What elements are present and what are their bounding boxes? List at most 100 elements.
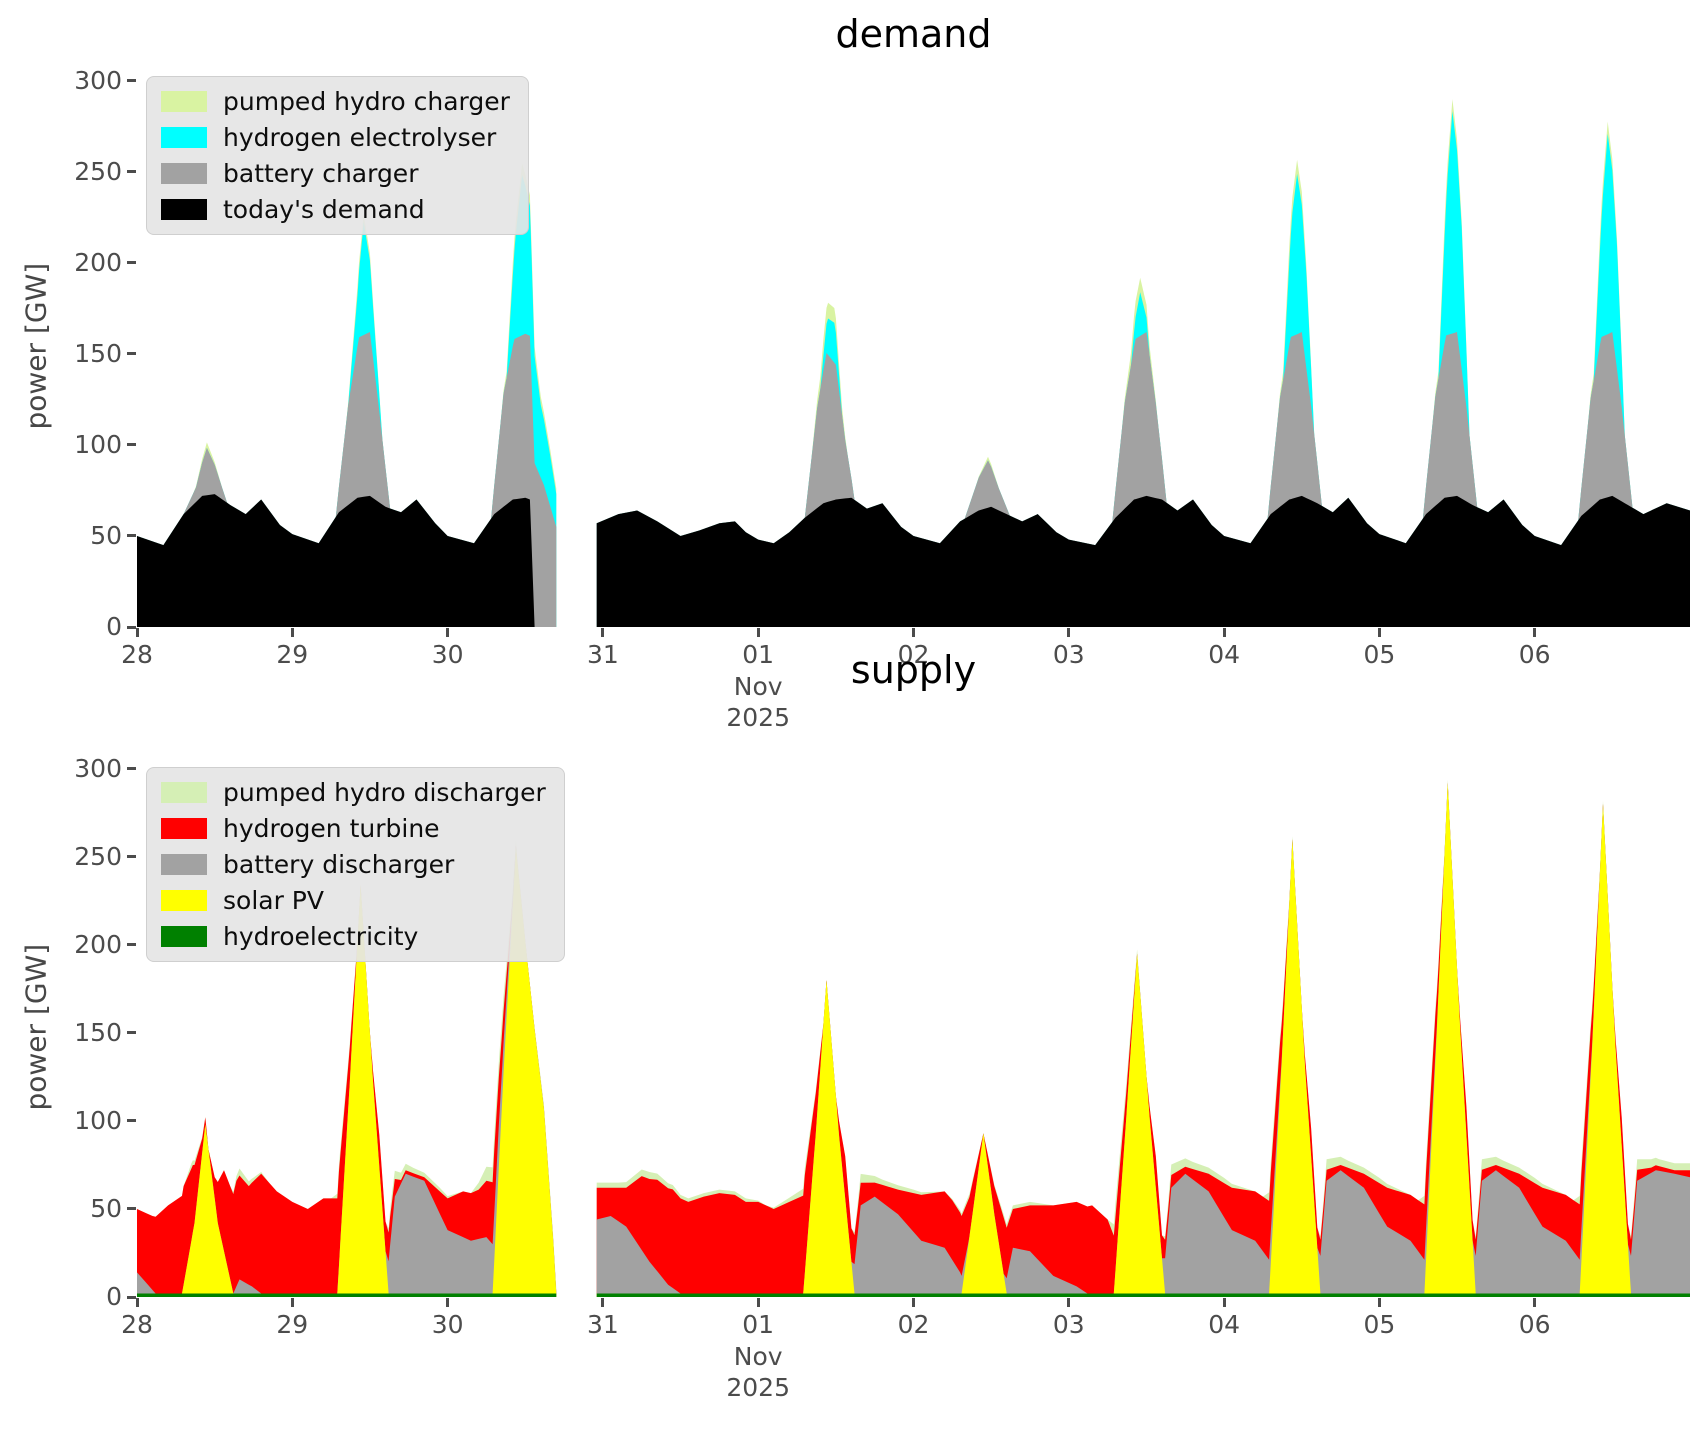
legend-item-pumped-hydro-charger: pumped hydro charger: [161, 87, 510, 116]
y-tick-mark: [127, 1295, 136, 1299]
x-tick-label: 05: [1363, 1310, 1396, 1339]
area-hydrogen-turbine: [137, 845, 557, 1297]
x-tick-mark: [135, 1298, 139, 1307]
x-tick-label: 28: [121, 1310, 153, 1339]
legend-item-pumped-hydro-discharger: pumped hydro discharger: [161, 778, 546, 807]
x-tick-label: 30: [431, 1310, 464, 1339]
y-tick-label: 250: [74, 156, 122, 186]
x-tick-label: 30: [431, 640, 464, 669]
x-tick-label: 02: [897, 1310, 930, 1339]
y-tick-mark: [127, 443, 136, 447]
area-solar-pv: [596, 782, 1690, 1297]
y-tick-mark: [127, 855, 136, 859]
legend-label: pumped hydro charger: [223, 87, 510, 116]
x-tick-label: 28: [121, 640, 153, 669]
legend-item-solar-pv: solar PV: [161, 886, 546, 915]
legend-label: battery charger: [223, 159, 419, 188]
y-tick-mark: [127, 1207, 136, 1211]
legend-swatch-today-s-demand: [161, 199, 207, 220]
supply-plot-area: [137, 779, 1690, 1297]
x-tick-label: 02: [897, 640, 930, 669]
y-tick-label: 300: [74, 753, 122, 783]
legend-label: pumped hydro discharger: [223, 778, 546, 807]
y-tick-label: 150: [74, 1017, 122, 1047]
x-tick-mark: [912, 1298, 915, 1307]
x-tick-mark: [290, 628, 294, 637]
x-tick-label: 01: [742, 1310, 775, 1339]
y-tick-label: 0: [106, 1282, 122, 1311]
area-today-s-demand: [137, 494, 557, 627]
x-tick-label: 31: [586, 1310, 619, 1339]
x-tick-mark: [912, 628, 915, 637]
y-tick-mark: [127, 79, 136, 83]
y-tick-label: 100: [74, 1105, 122, 1135]
x-tick-mark: [446, 628, 450, 637]
x-tick-label: 31: [586, 640, 619, 669]
x-tick-label: 04: [1208, 640, 1240, 669]
area-today-s-demand: [596, 495, 1690, 627]
legend-swatch-hydroelectricity: [161, 926, 207, 947]
x-tick-mark: [1067, 1298, 1071, 1307]
x-tick-label: 06: [1518, 640, 1551, 669]
y-tick-label: 150: [74, 338, 122, 368]
x-tick-label: 01: [742, 640, 775, 669]
y-tick-label: 100: [74, 429, 122, 459]
x-tick-mark: [1222, 1298, 1226, 1307]
legend-swatch-battery-charger: [161, 163, 207, 184]
legend-swatch-pumped-hydro-discharger: [161, 782, 207, 803]
demand-chart-title: demand: [835, 12, 992, 56]
y-tick-label: 300: [74, 65, 122, 95]
x-tick-mark: [446, 1298, 450, 1307]
legend-item-hydrogen-electrolyser: hydrogen electrolyser: [161, 123, 510, 152]
x-tick-mark: [601, 628, 605, 637]
x-tick-label: 29: [276, 1310, 309, 1339]
legend-label: today's demand: [223, 195, 425, 224]
y-tick-mark: [127, 261, 136, 265]
y-tick-mark: [127, 1119, 136, 1123]
legend-label: solar PV: [223, 886, 324, 915]
area-hydroelectricity: [596, 1293, 1690, 1297]
y-tick-mark: [127, 943, 136, 947]
legend-item-hydrogen-turbine: hydrogen turbine: [161, 814, 546, 843]
x-tick-mark: [1067, 628, 1071, 637]
legend-swatch-battery-discharger: [161, 854, 207, 875]
x-tick-mark: [756, 1298, 760, 1307]
y-tick-label: 250: [74, 841, 122, 871]
x-tick-label: 03: [1052, 640, 1085, 669]
legend-swatch-hydrogen-electrolyser: [161, 127, 207, 148]
legend-label: hydrogen turbine: [223, 814, 440, 843]
legend-item-hydroelectricity: hydroelectricity: [161, 922, 546, 951]
legend-item-today-s-demand: today's demand: [161, 195, 510, 224]
x-tick-label: 03: [1052, 1310, 1085, 1339]
y-tick-mark: [127, 1031, 136, 1035]
x-tick-mark: [1377, 628, 1381, 637]
x-tick-mark: [1377, 1298, 1381, 1307]
y-tick-label: 50: [90, 520, 122, 550]
x-tick-mark: [1533, 628, 1537, 637]
x-tick-label: 04: [1208, 1310, 1240, 1339]
legend-item-battery-charger: battery charger: [161, 159, 510, 188]
legend-item-battery-discharger: battery discharger: [161, 850, 546, 879]
x-tick-mark: [135, 628, 139, 637]
legend-swatch-hydrogen-turbine: [161, 818, 207, 839]
legend-swatch-pumped-hydro-charger: [161, 91, 207, 112]
x-tick-label: 29: [276, 640, 309, 669]
y-tick-mark: [127, 352, 136, 356]
y-tick-mark: [127, 767, 136, 771]
y-tick-mark: [127, 534, 136, 538]
demand-legend: pumped hydro charger hydrogen electrolyse…: [146, 76, 529, 235]
x-tick-sublabel: 2025: [726, 1373, 790, 1402]
legend-label: battery discharger: [223, 850, 455, 879]
legend-swatch-solar-pv: [161, 890, 207, 911]
x-tick-mark: [1533, 1298, 1537, 1307]
x-tick-mark: [290, 1298, 294, 1307]
y-tick-mark: [127, 625, 136, 629]
x-tick-mark: [601, 1298, 605, 1307]
x-tick-sublabel: Nov: [733, 672, 783, 701]
y-tick-label: 0: [106, 612, 122, 641]
area-hydroelectricity: [137, 1293, 557, 1297]
y-tick-mark: [127, 170, 136, 174]
x-tick-mark: [756, 628, 760, 637]
demand-plot-area: [137, 99, 1690, 627]
